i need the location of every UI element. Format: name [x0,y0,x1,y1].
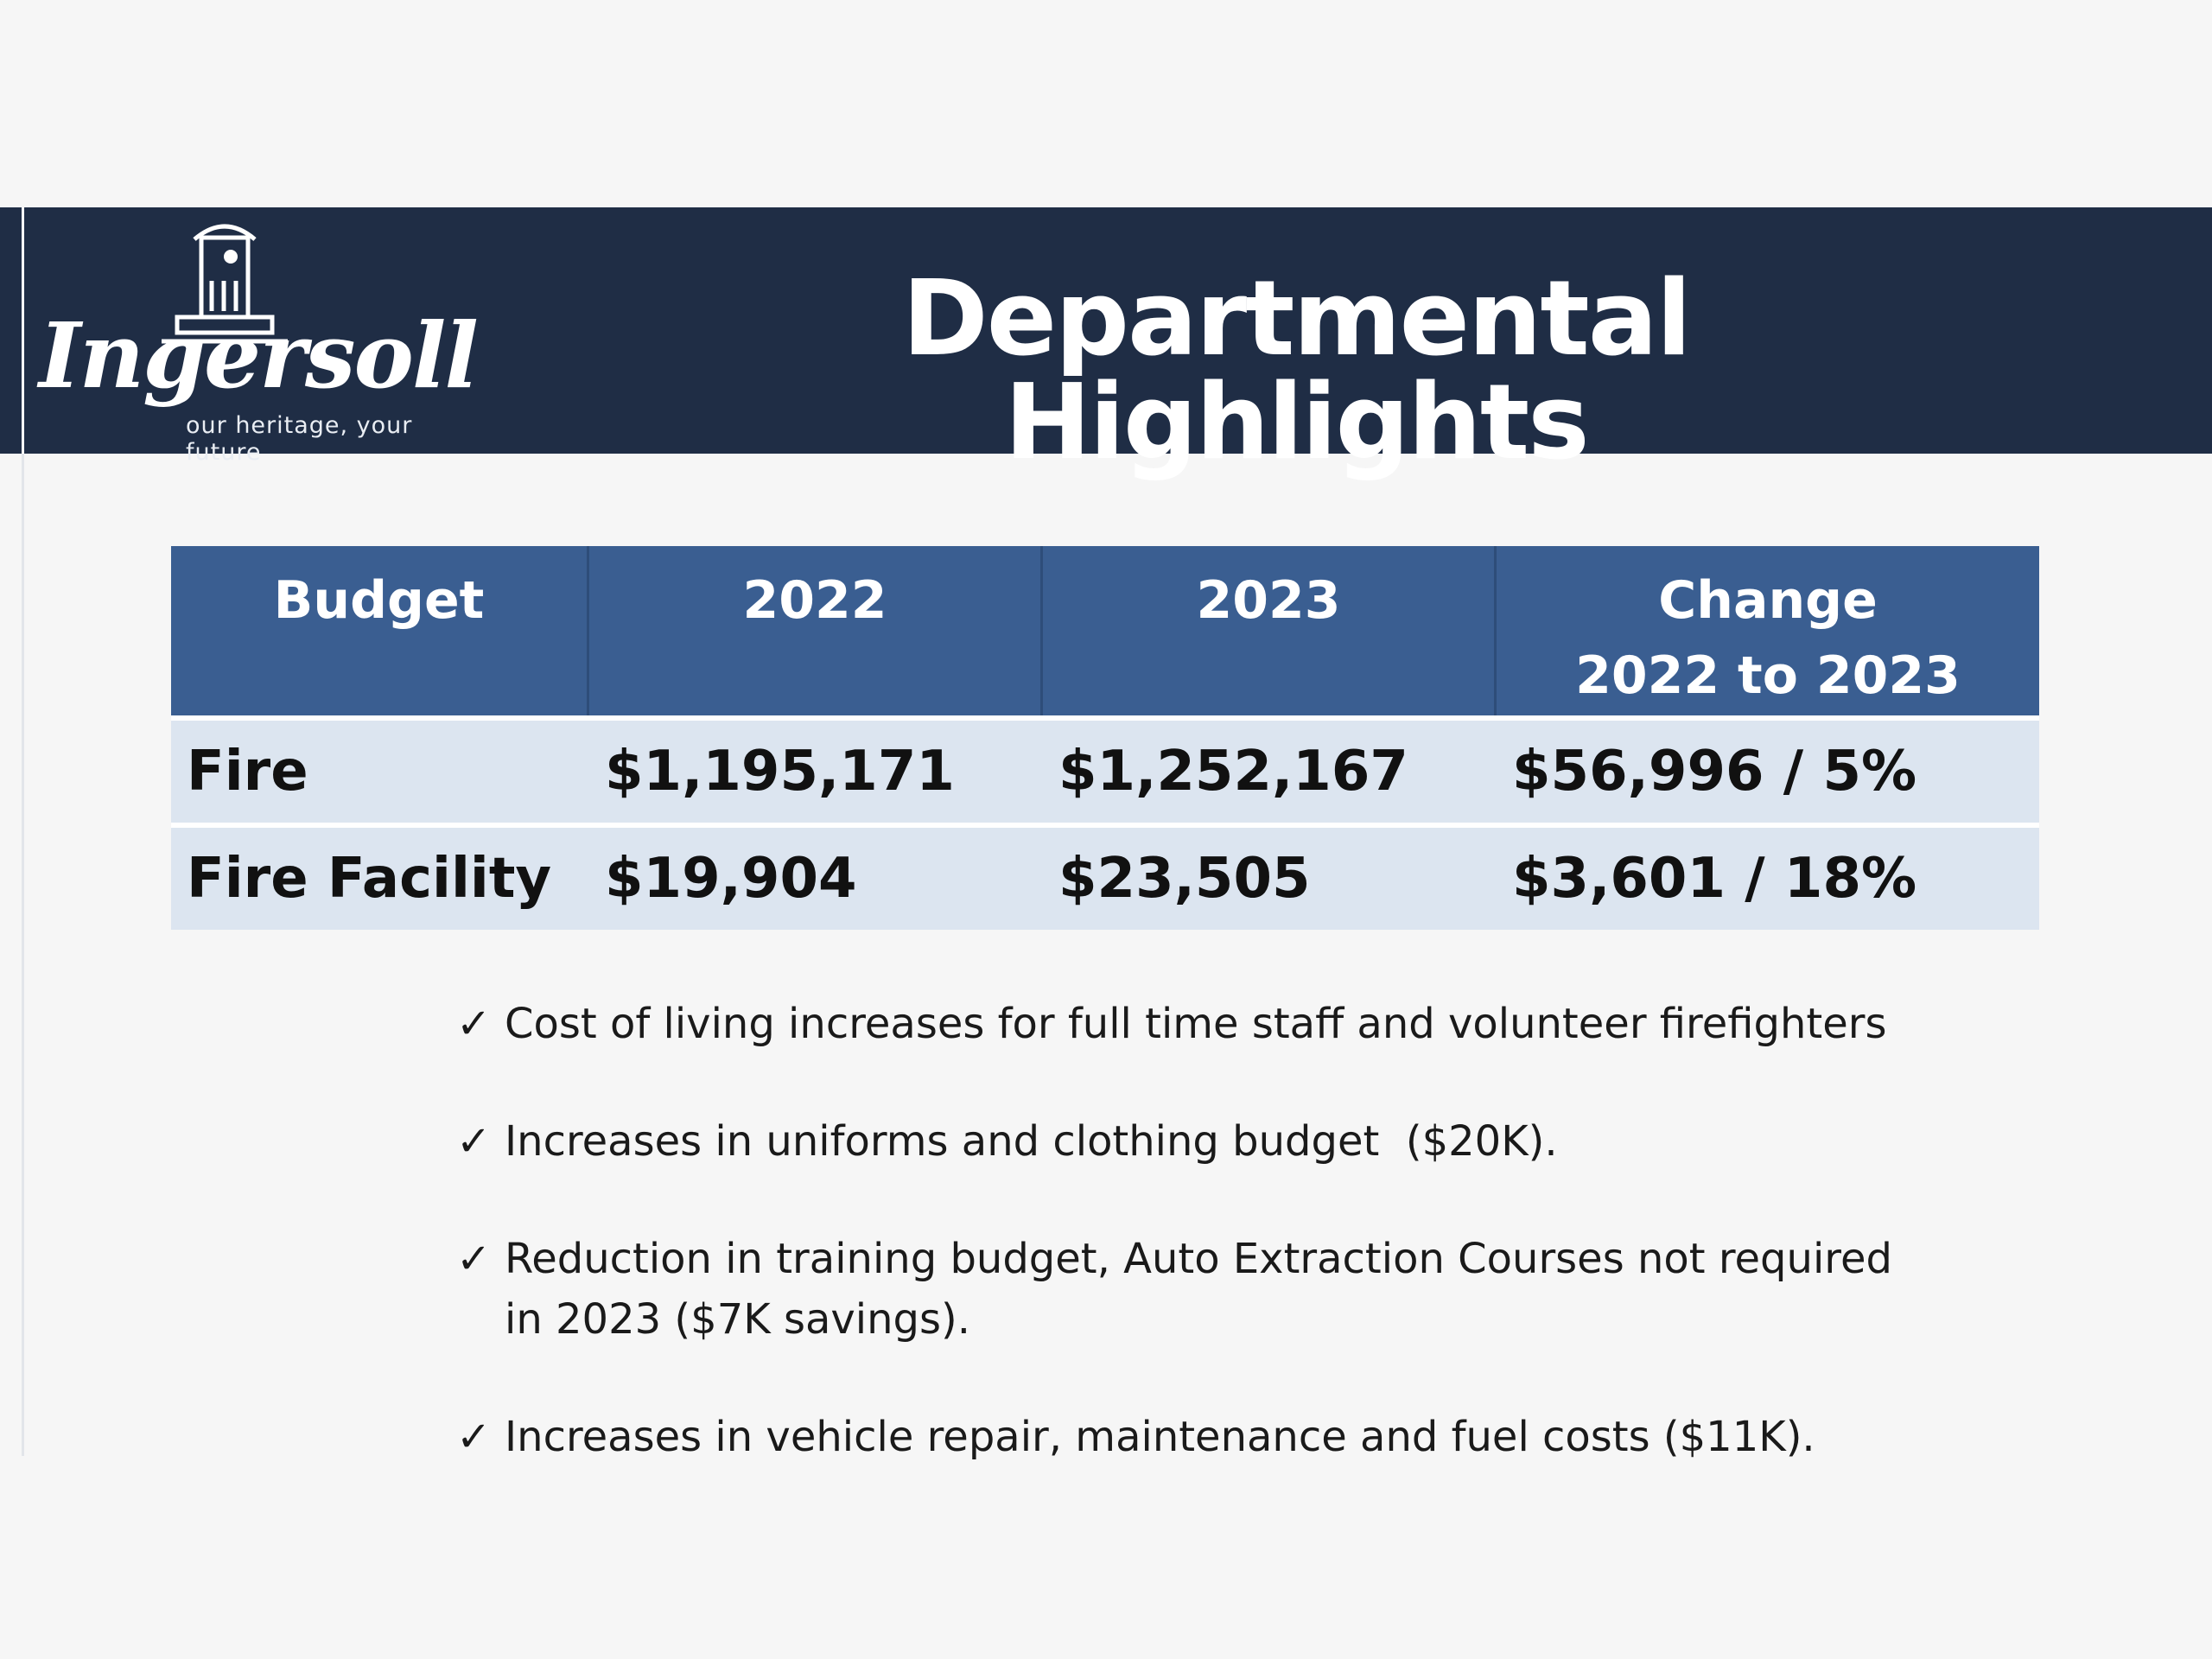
table-row: Fire Facility $19,904 $23,505 $3,601 / 1… [171,823,2039,930]
highlights-list: ✓ Cost of living increases for full time… [456,994,1925,1524]
list-item: ✓ Increases in vehicle repair, maintenan… [456,1407,1925,1467]
list-item: ✓ Increases in uniforms and clothing bud… [456,1111,1925,1172]
budget-table: Budget 2022 2023 Change 2022 to 2023 Fir… [171,546,2039,930]
logo-wordmark: Ingersoll [39,302,479,409]
row-change-value: $56,996 / 5% [1497,715,2039,823]
row-2023-value: $1,252,167 [1043,715,1497,823]
header-2023: 2023 [1043,546,1497,715]
header-change-label: Change [1658,570,1878,631]
list-item-text: Increases in uniforms and clothing budge… [505,1117,1558,1166]
header-band [0,207,2212,454]
check-icon: ✓ [456,1235,492,1283]
table-row: Fire $1,195,171 $1,252,167 $56,996 / 5% [171,715,2039,823]
list-item: ✓ Reduction in training budget, Auto Ext… [456,1229,1925,1350]
row-2022-value: $19,904 [589,823,1043,930]
header-change-sub: 2022 to 2023 [1575,645,1961,706]
check-icon: ✓ [456,1000,492,1048]
list-item-text: Reduction in training budget, Auto Extra… [505,1235,1892,1344]
check-icon: ✓ [456,1117,492,1166]
header-change: Change 2022 to 2023 [1497,546,2039,715]
page-title: Departmental Highlights [902,259,1692,483]
left-rule [22,207,24,1456]
check-icon: ✓ [456,1413,492,1461]
header-separator [22,207,24,454]
town-hall-tower-icon [162,224,288,344]
row-2022-value: $1,195,171 [589,715,1043,823]
list-item: ✓ Cost of living increases for full time… [456,994,1925,1054]
logo-tagline: our heritage, your future [186,412,413,466]
ingersoll-logo: Ingersoll our heritage, your future [39,220,479,466]
row-label: Fire [171,715,589,823]
row-2023-value: $23,505 [1043,823,1497,930]
row-change-value: $3,601 / 18% [1497,823,2039,930]
header-budget: Budget [171,546,589,715]
row-label: Fire Facility [171,823,589,930]
list-item-text: Increases in vehicle repair, maintenance… [505,1413,1815,1461]
list-item-text: Cost of living increases for full time s… [505,1000,1887,1048]
table-header-row: Budget 2022 2023 Change 2022 to 2023 [171,546,2039,715]
header-2022: 2022 [589,546,1043,715]
